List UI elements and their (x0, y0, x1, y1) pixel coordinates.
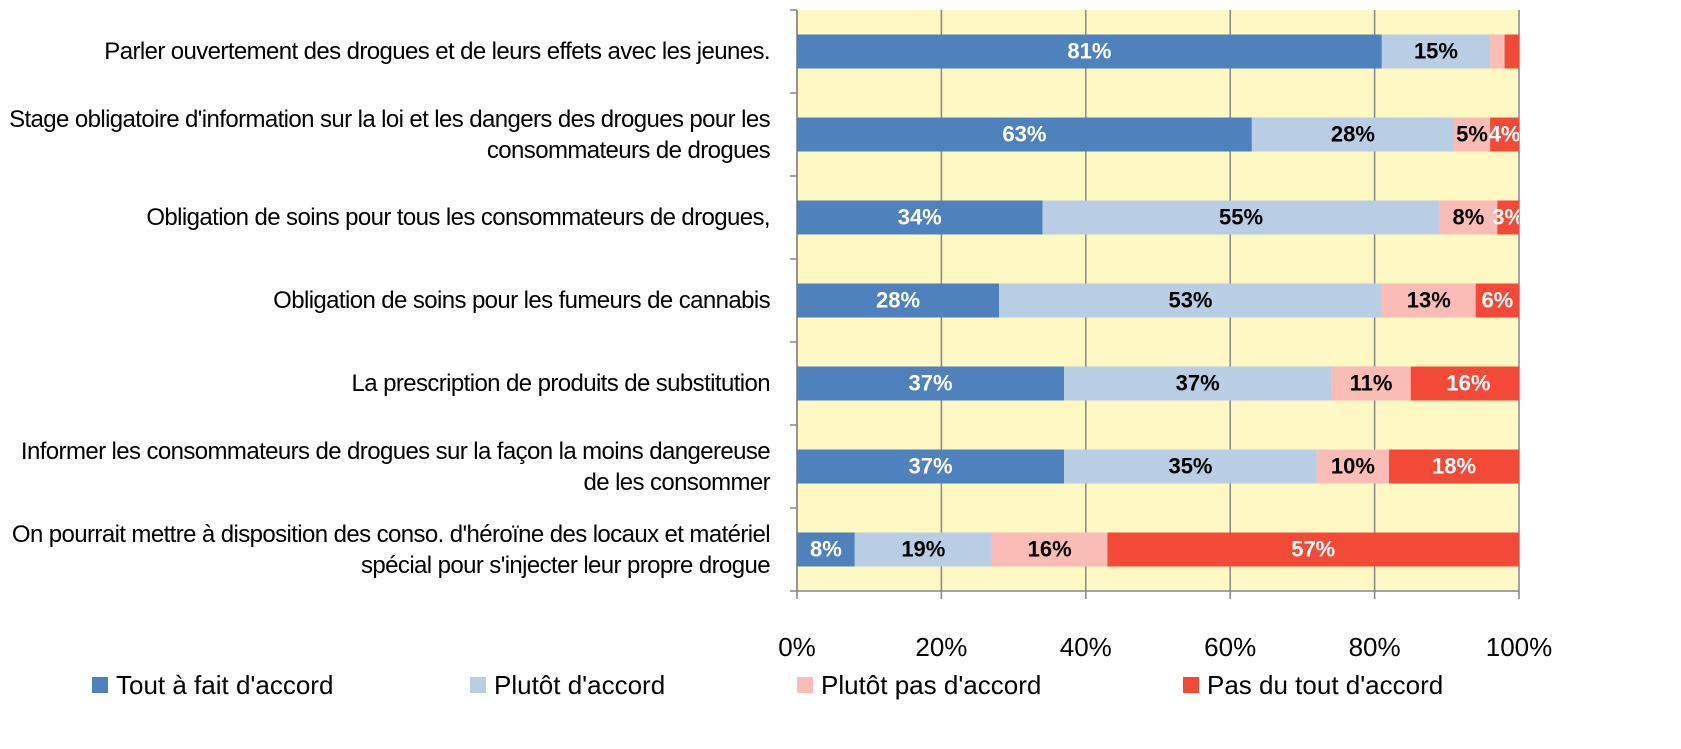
category-label: Obligation de soins pour les fumeurs de … (273, 287, 770, 314)
bar-segment (999, 283, 1382, 318)
value-label: 15% (1414, 38, 1458, 63)
value-label: 11% (1350, 370, 1393, 395)
bar-segment (991, 532, 1108, 567)
category-label: Informer les consommateurs de drogues su… (20, 437, 771, 496)
bar-segment (797, 200, 1043, 235)
value-label: 18% (1432, 453, 1476, 478)
bar-segment (854, 532, 992, 567)
bar-segment (1497, 200, 1519, 235)
labels: 81% 15% 63% 28% 5% 4% 34% 55% 8% 3% 28% 53% 13% 6% 37%… (810, 38, 1524, 561)
value-label: 37% (909, 370, 953, 395)
category-label: On pourrait mettre à disposition des con… (11, 520, 771, 579)
bar-segment (1490, 117, 1519, 152)
value-label: 8% (810, 536, 842, 561)
value-label: 5% (1456, 121, 1488, 146)
x-tick-label: 80% (1349, 632, 1401, 662)
bar-segment (797, 366, 1065, 401)
value-label: 6% (1481, 287, 1513, 312)
x-tick-label: 100% (1486, 632, 1553, 662)
value-label: 35% (1168, 453, 1212, 478)
bar-segment (1316, 449, 1390, 484)
value-label: 63% (1002, 121, 1046, 146)
bar-segment (1410, 366, 1519, 401)
value-label: 28% (1331, 121, 1375, 146)
value-label: 81% (1067, 38, 1111, 63)
legend-label: Plutôt pas d'accord (821, 670, 1041, 700)
bar-segment (1475, 283, 1519, 318)
bar-segment (797, 532, 855, 567)
bar-segment (1107, 532, 1519, 567)
bar-segment (1490, 34, 1505, 69)
value-label: 8% (1453, 204, 1485, 229)
legend-label: Tout à fait d'accord (116, 670, 333, 700)
x-tick-label: 0% (778, 632, 816, 662)
x-tick-label: 60% (1204, 632, 1256, 662)
value-label: 10% (1331, 453, 1375, 478)
value-label: 16% (1446, 370, 1490, 395)
legend-label: Plutôt d'accord (494, 670, 665, 700)
bar-segment (797, 449, 1065, 484)
bar-segment (1331, 366, 1411, 401)
bars (797, 34, 1519, 567)
bar-segment (1454, 117, 1491, 152)
legend-swatch (470, 677, 486, 693)
value-label: 55% (1219, 204, 1263, 229)
bar-segment (1504, 34, 1519, 69)
category-label: Parler ouvertement des drogues et de leu… (104, 38, 770, 65)
bar-segment (1064, 449, 1317, 484)
category-label: La prescription de produits de substitut… (351, 370, 771, 397)
value-label: 37% (909, 453, 953, 478)
legend-label: Pas du tout d'accord (1207, 670, 1443, 700)
value-label: 53% (1168, 287, 1212, 312)
bar-segment (1251, 117, 1455, 152)
value-label: 19% (901, 536, 945, 561)
bar-segment (1064, 366, 1332, 401)
category-label: Stage obligatoire d'information sur la l… (9, 105, 771, 164)
legend-swatch (1183, 677, 1199, 693)
value-label: 4% (1489, 121, 1521, 146)
value-label: 28% (876, 287, 920, 312)
bar-segment (1381, 34, 1491, 69)
legend-swatch (92, 677, 108, 693)
value-label: 16% (1028, 536, 1072, 561)
bar-segment (797, 283, 1000, 318)
bar-segment (1381, 283, 1476, 318)
value-label: 34% (898, 204, 942, 229)
bar-segment (1042, 200, 1440, 235)
x-tick-label: 40% (1060, 632, 1112, 662)
bar-segment (1389, 449, 1519, 484)
value-label: 13% (1407, 287, 1451, 312)
category-label: Obligation de soins pour tous les consom… (146, 204, 770, 231)
bar-segment (797, 117, 1252, 152)
legend-swatch (797, 677, 813, 693)
bar-segment (1439, 200, 1498, 235)
value-label: 3% (1492, 204, 1524, 229)
value-label: 37% (1176, 370, 1220, 395)
value-label: 57% (1291, 536, 1335, 561)
x-tick-label: 20% (915, 632, 967, 662)
bar-segment (797, 34, 1382, 69)
